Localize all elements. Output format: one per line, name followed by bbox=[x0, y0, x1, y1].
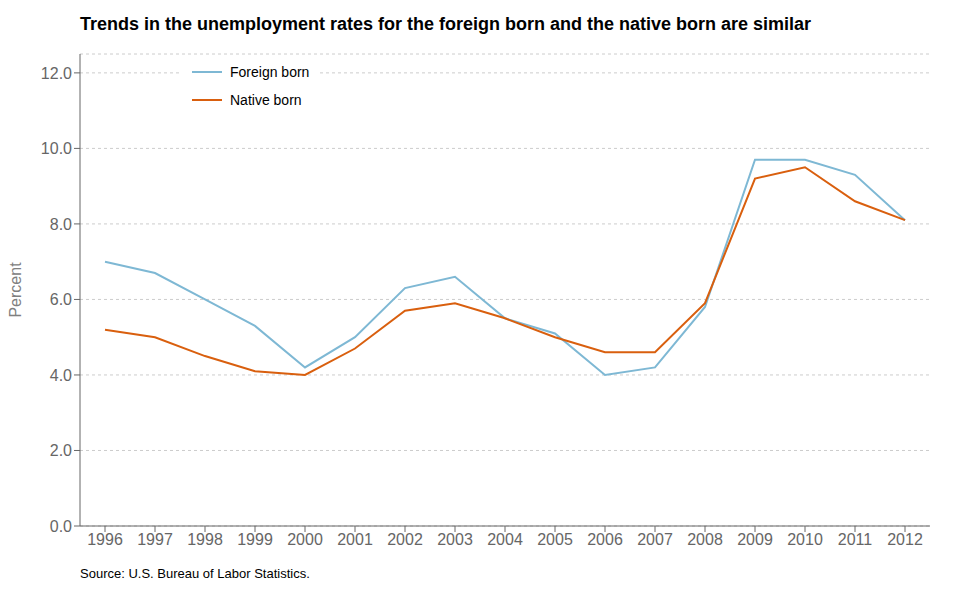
svg-text:2003: 2003 bbox=[437, 531, 473, 548]
svg-text:1998: 1998 bbox=[187, 531, 223, 548]
svg-text:2011: 2011 bbox=[838, 531, 873, 548]
svg-text:2.0: 2.0 bbox=[50, 442, 72, 459]
svg-text:1997: 1997 bbox=[137, 531, 173, 548]
svg-text:2010: 2010 bbox=[787, 531, 823, 548]
svg-text:12.0: 12.0 bbox=[41, 65, 72, 82]
svg-text:2008: 2008 bbox=[687, 531, 723, 548]
svg-text:8.0: 8.0 bbox=[50, 216, 72, 233]
svg-text:2001: 2001 bbox=[337, 531, 373, 548]
svg-text:Percent: Percent bbox=[8, 262, 24, 318]
svg-text:1996: 1996 bbox=[87, 531, 123, 548]
html-text:Trends in the unemployment rat: Trends in the unemployment rates for the… bbox=[80, 14, 812, 34]
svg-text:0.0: 0.0 bbox=[50, 518, 72, 535]
svg-text:2002: 2002 bbox=[387, 531, 423, 548]
svg-text:2004: 2004 bbox=[487, 531, 523, 548]
svg-text:2012: 2012 bbox=[887, 531, 923, 548]
svg-text:2007: 2007 bbox=[637, 531, 673, 548]
html-text:Foreign born: Foreign born bbox=[230, 64, 310, 80]
svg-text:2006: 2006 bbox=[587, 531, 623, 548]
html-text:Native born: Native born bbox=[230, 92, 302, 108]
svg-text:6.0: 6.0 bbox=[50, 291, 72, 308]
svg-text:1999: 1999 bbox=[237, 531, 273, 548]
svg-text:2009: 2009 bbox=[737, 531, 773, 548]
html-text:Source: U.S. Bureau of Labor S: Source: U.S. Bureau of Labor Statistics. bbox=[80, 566, 310, 581]
svg-text:10.0: 10.0 bbox=[41, 140, 72, 157]
svg-text:4.0: 4.0 bbox=[50, 367, 72, 384]
svg-text:2000: 2000 bbox=[287, 531, 323, 548]
svg-text:2005: 2005 bbox=[537, 531, 573, 548]
